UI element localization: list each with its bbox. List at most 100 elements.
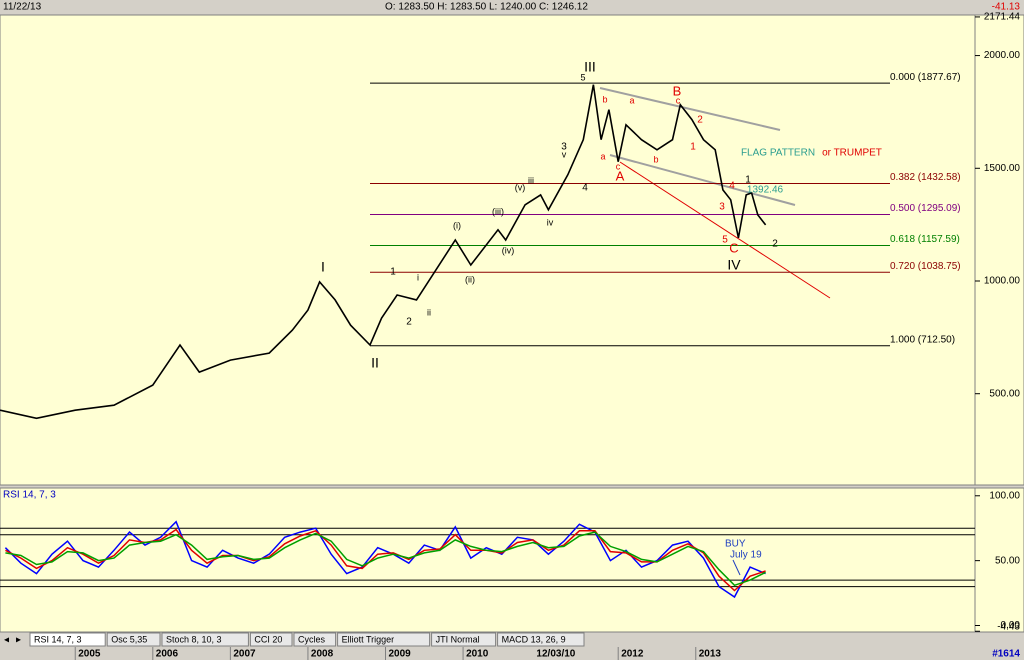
date-bar (0, 647, 1024, 660)
tab[interactable] (29, 632, 106, 647)
annotation: a (629, 95, 634, 105)
annotation: 5 (722, 235, 728, 246)
annotation: iv (547, 217, 554, 227)
header-bar (0, 0, 1024, 14)
annotation: 2 (697, 115, 703, 126)
x-tick-label: 2013 (699, 649, 722, 660)
rsi-panel (0, 487, 976, 633)
annotation: b (602, 94, 607, 104)
annotation: 3 (719, 202, 725, 213)
annotation: or TRUMPET (822, 148, 882, 159)
annotation: 1392.46 (747, 185, 784, 196)
annotation: i (417, 272, 419, 282)
annotation: BUY (725, 539, 746, 550)
rsi-tick-label: 50.00 (995, 555, 1020, 566)
fib-label: 0.500 (1295.09) (890, 203, 961, 214)
annotation: 1 (690, 142, 696, 153)
fib-label: 0.618 (1157.59) (890, 234, 960, 245)
y-tick-label: 500.00 (989, 388, 1020, 399)
annotation: (ii) (465, 274, 475, 284)
annotation: 4 (582, 183, 588, 194)
annotation: a (600, 151, 605, 161)
trend-line (619, 161, 831, 299)
tab[interactable] (106, 632, 161, 647)
rsi-line (5, 528, 766, 592)
header-date: 11/22/13 (3, 2, 42, 13)
tab[interactable] (161, 632, 249, 647)
footer-id: #1614 (992, 649, 1020, 660)
fib-label: 0.000 (1877.67) (890, 72, 961, 83)
tab-label[interactable]: CCI 20 (254, 634, 282, 644)
tab[interactable] (431, 632, 497, 647)
channel-bottom (609, 154, 796, 206)
annotation: B (673, 83, 682, 98)
tab[interactable] (497, 632, 585, 647)
x-tick-label: 2005 (78, 649, 101, 660)
annotation: (iii) (492, 206, 504, 216)
annotation: (i) (453, 220, 461, 230)
annotation: c (676, 95, 681, 105)
annotation: A (616, 168, 625, 183)
annotation: 2 (406, 317, 412, 328)
annotation: 5 (580, 72, 585, 82)
channel-top (599, 87, 781, 131)
tab-label[interactable]: RSI 14, 7, 3 (34, 634, 82, 644)
tab-label[interactable]: Stoch 8, 10, 3 (166, 634, 222, 644)
annotation: (iv) (502, 245, 515, 255)
annotation: I (321, 259, 325, 275)
annotation: iii (528, 175, 534, 185)
header-ohlc: O: 1283.50 H: 1283.50 L: 1240.00 C: 1246… (385, 2, 588, 13)
tab-arrow[interactable]: ◂ (4, 635, 9, 646)
y-tick-label: 1500.00 (984, 163, 1021, 174)
tab-label[interactable]: Cycles (298, 634, 326, 644)
x-tick-label: 2007 (233, 649, 256, 660)
rsi-tick-label: 0.00 (1001, 620, 1021, 631)
annotation: 1 (390, 267, 396, 278)
x-tick-label: 2010 (466, 649, 489, 660)
annotation: ii (427, 307, 431, 317)
tab[interactable] (293, 632, 337, 647)
price-line (0, 84, 767, 420)
tab-arrow[interactable]: ▸ (16, 635, 21, 646)
y-tick-label: 2171.44 (984, 12, 1021, 23)
rsi-line (4, 520, 766, 599)
rsi-line (5, 531, 766, 587)
annotation: III (584, 59, 596, 75)
annotation: 3 (561, 142, 567, 153)
cursor-label: 12/03/10 (536, 649, 575, 660)
header-change: -41.13 (992, 2, 1021, 13)
tab[interactable] (337, 632, 431, 647)
tab-label[interactable]: JTI Normal (436, 634, 480, 644)
rsi-title: RSI 14, 7, 3 (3, 490, 56, 501)
cursor-box (534, 647, 579, 660)
annotation: IV (727, 257, 741, 273)
x-tick-label: 2008 (311, 649, 334, 660)
annotation: b (653, 154, 658, 164)
annotation: II (371, 355, 379, 371)
fib-label: 0.382 (1432.58) (890, 172, 961, 183)
annotation: v (562, 149, 567, 159)
price-panel (0, 14, 976, 486)
x-tick-label: 2009 (389, 649, 412, 660)
annotation: FLAG PATTERN (741, 148, 815, 159)
fib-label: 1.000 (712.50) (890, 334, 955, 345)
x-tick-label: 2012 (621, 649, 644, 660)
tab-label[interactable]: Osc 5,35 (111, 634, 147, 644)
annotation: (v) (515, 182, 526, 192)
x-tick-label: 2006 (156, 649, 179, 660)
annotation: 1 (745, 175, 751, 186)
tab-label[interactable]: Elliott Trigger (342, 634, 395, 644)
annotation: C (729, 240, 738, 255)
price-axis (974, 14, 1024, 486)
y-tick-label: 2000.00 (984, 50, 1021, 61)
fib-label: 0.720 (1038.75) (890, 261, 961, 272)
tab[interactable] (249, 632, 293, 647)
rsi-tick-label: 100.00 (989, 490, 1020, 501)
rsi-axis (974, 487, 1024, 633)
y-tick-label: 1000.00 (984, 276, 1021, 287)
annotation: c (616, 161, 621, 171)
buy-arrow (732, 559, 741, 576)
annotation: July 19 (730, 550, 762, 561)
tab-label[interactable]: MACD 13, 26, 9 (502, 634, 566, 644)
